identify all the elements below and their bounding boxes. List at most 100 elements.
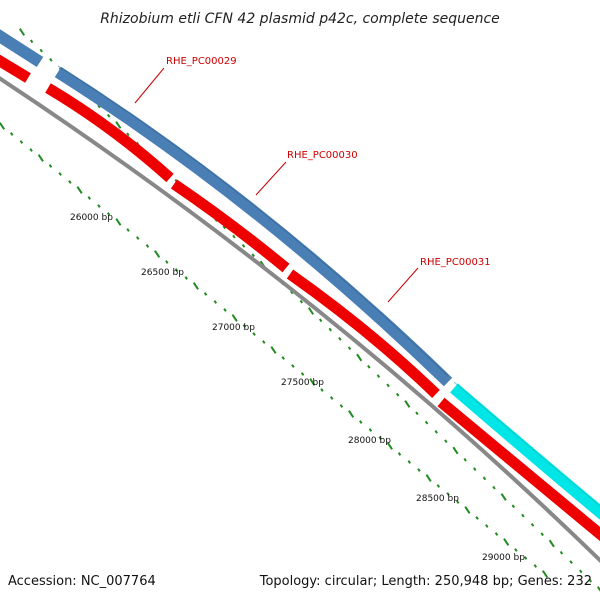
minor-tick [376, 374, 381, 378]
major-tick [192, 282, 199, 290]
minor-tick [87, 196, 91, 200]
minor-tick [145, 244, 150, 248]
minor-tick [126, 228, 130, 232]
minor-tick [475, 516, 479, 520]
accession-text: Accession: NC_007764 [8, 574, 156, 589]
forward-cds-left [0, 29, 44, 68]
major-tick [0, 122, 6, 130]
minor-tick [328, 327, 332, 332]
minor-tick [482, 476, 487, 481]
forward-cds-next [450, 383, 600, 520]
reverse-cds-next [437, 397, 600, 542]
major-tick [307, 307, 315, 315]
minor-tick [106, 212, 111, 216]
minor-tick [242, 324, 247, 328]
major-tick [18, 28, 26, 36]
minor-tick [434, 430, 438, 434]
major-tick [541, 570, 549, 578]
minor-tick [49, 58, 53, 62]
minor-tick [579, 569, 583, 574]
minor-tick [456, 500, 460, 504]
minor-tick [9, 132, 14, 136]
gene-label-rhe-pc00029[interactable]: RHE_PC00029 [166, 56, 237, 67]
map-summary-text: Topology: circular; Length: 250,948 bp; … [259, 574, 592, 589]
minor-tick [251, 253, 255, 258]
minor-tick [359, 420, 363, 424]
minor-tick [540, 532, 544, 537]
minor-tick [213, 300, 218, 304]
minor-tick [29, 39, 34, 44]
minor-tick [48, 164, 53, 168]
minor-tick [347, 346, 352, 351]
minor-tick [299, 299, 304, 304]
major-tick [37, 154, 44, 162]
reverse-cds-rhe-pc00030 [170, 179, 290, 273]
minor-tick [106, 113, 111, 118]
gene-label-rhe-pc00031[interactable]: RHE_PC00031 [420, 257, 491, 268]
minor-tick [165, 260, 169, 264]
gene-leader-rhe-pc00029 [134, 67, 165, 104]
ruler-label: 27000 bp [212, 323, 255, 333]
minor-tick [281, 356, 285, 360]
minor-tick [378, 436, 382, 440]
minor-tick [97, 104, 101, 109]
ruler-label: 28500 bp [416, 494, 459, 504]
minor-tick [463, 457, 467, 462]
minor-tick [533, 564, 538, 568]
minor-tick [367, 364, 371, 369]
gene-labels: RHE_PC00029 RHE_PC00030 RHE_PC00031 [134, 56, 491, 303]
minor-tick [494, 532, 499, 536]
minor-tick [58, 172, 62, 176]
minor-tick [126, 132, 130, 137]
ruler-label: 28000 bp [348, 436, 391, 446]
forward-cds-long [54, 66, 453, 387]
minor-tick [436, 484, 441, 488]
gene-leader-rhe-pc00030 [255, 161, 287, 196]
major-tick [309, 378, 316, 386]
minor-tick [318, 318, 323, 323]
major-tick [356, 353, 363, 362]
minor-tick [446, 492, 450, 496]
major-tick [115, 218, 122, 226]
minor-tick [252, 332, 256, 336]
minor-tick [523, 556, 528, 560]
minor-tick [485, 524, 489, 528]
ruler-label: 29000 bp [482, 553, 525, 563]
major-tick [348, 410, 355, 418]
ruler-label: 26500 bp [141, 268, 184, 278]
minor-tick [320, 388, 324, 392]
major-tick [386, 442, 393, 450]
map-title: Rhizobium etli CFN 42 plasmid p42c, comp… [100, 11, 500, 27]
minor-tick [174, 268, 179, 272]
minor-tick [291, 364, 295, 368]
major-tick [548, 539, 555, 548]
feature-tracks [0, 29, 600, 564]
reverse-cds-left [0, 54, 31, 83]
minor-tick [530, 523, 535, 527]
minor-tick [203, 292, 208, 296]
minor-tick [184, 276, 188, 280]
minor-tick [588, 578, 593, 583]
minor-tick [514, 548, 518, 552]
minor-tick [569, 560, 573, 564]
gene-label-rhe-pc00030[interactable]: RHE_PC00030 [287, 150, 358, 161]
reverse-cds-rhe-pc00031 [286, 269, 440, 398]
minor-tick [262, 340, 266, 344]
minor-tick [395, 392, 400, 397]
minor-tick [136, 236, 140, 240]
major-tick [231, 314, 238, 322]
minor-tick [407, 460, 411, 464]
major-tick [76, 186, 83, 194]
minor-tick [368, 428, 373, 432]
minor-tick [19, 140, 24, 144]
minor-tick [68, 180, 72, 184]
minor-tick [511, 504, 516, 509]
major-tick [596, 586, 600, 592]
minor-tick [521, 513, 525, 518]
ruler-labels: 26000 bp 26500 bp 27000 bp 27500 bp 2800… [70, 213, 525, 563]
minor-tick [492, 485, 496, 490]
minor-tick [222, 225, 227, 230]
major-tick [270, 346, 277, 354]
minor-tick [223, 308, 227, 312]
